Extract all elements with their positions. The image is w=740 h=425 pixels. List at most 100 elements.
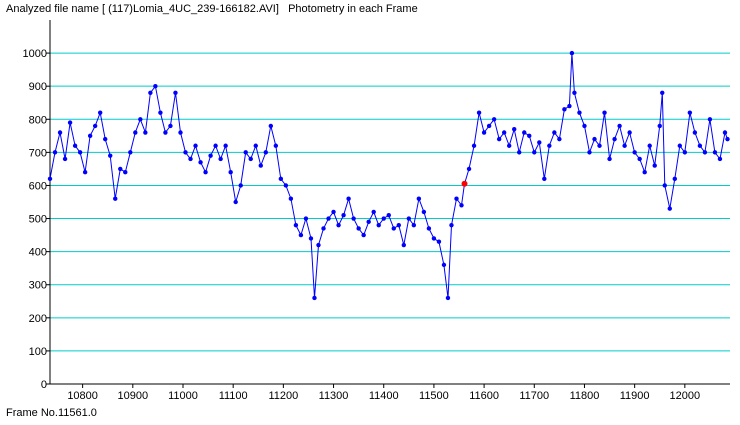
data-point xyxy=(617,123,622,129)
data-point xyxy=(652,163,657,168)
y-tick-label-0: 0 xyxy=(41,379,47,391)
data-point xyxy=(702,150,708,155)
data-point xyxy=(406,216,412,221)
data-point xyxy=(67,120,73,125)
data-point xyxy=(725,136,730,142)
data-point xyxy=(660,90,665,96)
data-point xyxy=(577,110,582,115)
data-point xyxy=(376,222,381,228)
data-point xyxy=(248,156,253,162)
data-point xyxy=(517,150,522,155)
data-point xyxy=(471,143,477,148)
x-tick-label-11300: 11300 xyxy=(319,390,349,402)
x-tick-label-11700: 11700 xyxy=(519,390,549,402)
data-point xyxy=(547,143,552,148)
data-point xyxy=(143,130,148,135)
y-tick-label-200: 200 xyxy=(29,313,47,325)
data-point xyxy=(138,117,143,122)
x-tick-label-11500: 11500 xyxy=(419,390,449,402)
data-point xyxy=(466,166,472,172)
data-point xyxy=(552,130,557,135)
data-point xyxy=(445,295,451,301)
data-point xyxy=(416,196,422,201)
data-point xyxy=(597,143,602,148)
data-point xyxy=(436,239,442,244)
x-tick-label-11000: 11000 xyxy=(168,390,198,402)
data-point xyxy=(203,170,208,175)
data-point xyxy=(647,143,652,148)
current-frame-point xyxy=(461,180,468,187)
data-point xyxy=(481,130,487,135)
data-point xyxy=(92,123,98,129)
data-point xyxy=(218,156,223,162)
data-point xyxy=(542,176,547,182)
data-point xyxy=(602,110,607,115)
x-tick-label-10900: 10900 xyxy=(118,390,149,402)
data-point xyxy=(361,232,366,238)
data-point xyxy=(263,150,268,155)
data-point xyxy=(346,196,351,201)
x-tick-labels: 10800 10900 11000 11100 11200 11300 11400 11500… xyxy=(67,390,700,402)
data-point xyxy=(283,183,289,188)
data-series xyxy=(47,50,730,301)
data-point xyxy=(153,83,158,89)
data-point xyxy=(326,216,331,221)
data-point xyxy=(569,50,575,56)
data-point xyxy=(449,222,454,228)
data-point xyxy=(582,123,587,129)
x-tick-label-11200: 11200 xyxy=(268,390,298,402)
data-point xyxy=(697,143,703,148)
x-tick-label-10800: 10800 xyxy=(67,390,98,402)
y-tick-labels: 0 100 200 300 400 500 600 700 800 900 1000 xyxy=(23,48,47,391)
data-point xyxy=(228,170,233,175)
window-title: Analyzed file name [ (117)Lomia_4UC_239-… xyxy=(6,3,418,15)
data-point xyxy=(133,130,138,135)
data-point xyxy=(57,130,63,135)
data-point xyxy=(707,117,713,122)
data-point xyxy=(356,226,361,231)
data-point xyxy=(103,136,108,142)
x-tick-label-11800: 11800 xyxy=(570,390,600,402)
data-point xyxy=(238,183,243,188)
x-tick-label-11900: 11900 xyxy=(620,390,650,402)
data-point xyxy=(97,110,103,115)
data-point xyxy=(622,143,627,148)
data-point xyxy=(163,130,168,135)
data-point xyxy=(371,209,376,215)
data-point xyxy=(486,123,492,129)
data-point xyxy=(213,143,218,148)
data-point xyxy=(108,153,113,158)
data-point xyxy=(722,130,728,135)
data-point xyxy=(522,130,527,135)
data-point xyxy=(587,150,592,155)
y-tick-label-900: 900 xyxy=(29,81,47,93)
data-point xyxy=(712,150,718,155)
data-point xyxy=(183,150,188,155)
data-point xyxy=(178,130,183,135)
data-point xyxy=(476,110,482,115)
data-point xyxy=(381,216,386,221)
data-point xyxy=(331,209,336,215)
data-point xyxy=(501,130,507,135)
x-tick-label-11600: 11600 xyxy=(469,390,499,402)
y-tick-label-1000: 1000 xyxy=(23,48,47,60)
y-tick-label-100: 100 xyxy=(29,346,47,358)
data-point xyxy=(662,183,667,188)
y-tick-label-800: 800 xyxy=(29,114,47,126)
data-point xyxy=(52,150,58,155)
data-point xyxy=(527,133,532,139)
data-point xyxy=(667,206,672,211)
x-tick-label-11100: 11100 xyxy=(219,390,248,402)
y-tick-label-700: 700 xyxy=(29,147,47,159)
data-point xyxy=(441,262,447,268)
data-point xyxy=(308,236,314,241)
data-point xyxy=(312,295,317,301)
data-point xyxy=(687,110,693,115)
data-point xyxy=(454,196,459,201)
data-point xyxy=(62,156,68,162)
data-point xyxy=(268,123,274,129)
data-point xyxy=(401,242,407,248)
data-point xyxy=(288,196,294,201)
data-point xyxy=(223,143,228,148)
